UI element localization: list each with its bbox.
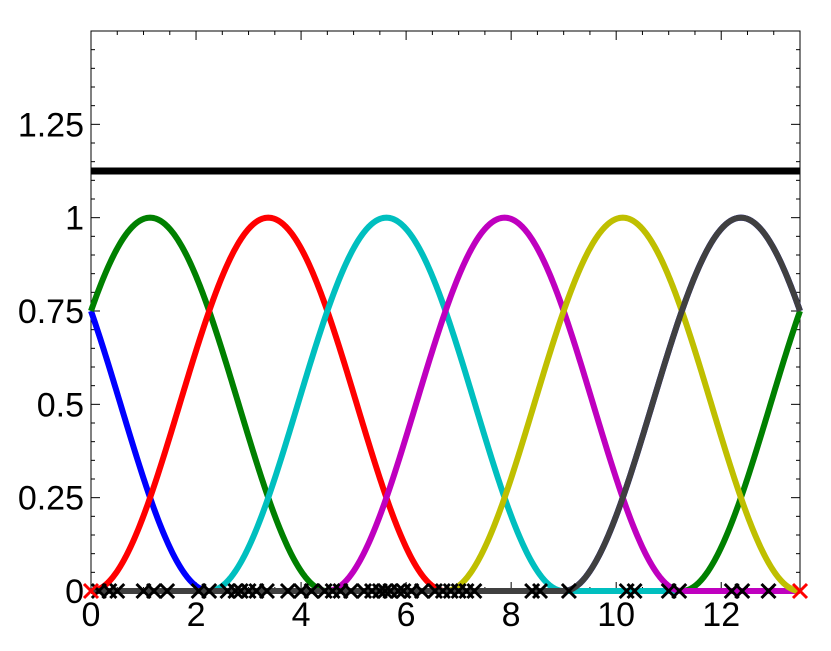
sample-point-marker [159, 582, 176, 600]
sample-point-marker [413, 582, 430, 600]
sample-point-marker [303, 582, 320, 600]
sample-point-marker [258, 582, 275, 600]
sample-point-marker [671, 582, 688, 600]
y-tick-label: 0.25 [18, 480, 84, 518]
x-tick-label: 10 [597, 596, 635, 634]
sample-point-marker [626, 582, 643, 600]
sample-point-marker [145, 582, 163, 600]
sample-point-marker [531, 582, 549, 600]
y-tick-label: 1.25 [18, 106, 84, 144]
sample-point-marker [377, 582, 394, 600]
x-tick-label: 4 [292, 596, 311, 634]
sample-point-marker [390, 582, 407, 600]
sample-point-marker [734, 582, 751, 600]
x-tick-label: 0 [82, 596, 101, 634]
sample-point-marker [109, 582, 126, 600]
y-tick-label: 0.5 [37, 386, 84, 424]
sample-point-marker [466, 582, 483, 600]
x-tick-label: 12 [702, 596, 740, 634]
y-tick-label: 0.75 [18, 293, 84, 331]
tick-label-group: 0 2 4 6 8 10 12 0 0.25 0.5 0.75 1 1.25 [18, 106, 740, 634]
sample-point-marker [201, 582, 218, 600]
end-point-marker [791, 582, 809, 600]
sample-point-marker [227, 582, 244, 600]
x-tick-label: 2 [187, 596, 206, 634]
x-tick-label: 6 [397, 596, 416, 634]
sample-point-marker [342, 582, 360, 600]
x-tick-label: 8 [502, 596, 521, 634]
y-tick-label: 0 [65, 573, 84, 611]
sample-point-marker [760, 582, 777, 600]
sample-point-marker [560, 582, 577, 600]
markers-group [82, 582, 809, 600]
y-tick-label: 1 [65, 200, 84, 238]
end-point-marker [82, 582, 100, 600]
sample-point-marker [279, 582, 297, 600]
